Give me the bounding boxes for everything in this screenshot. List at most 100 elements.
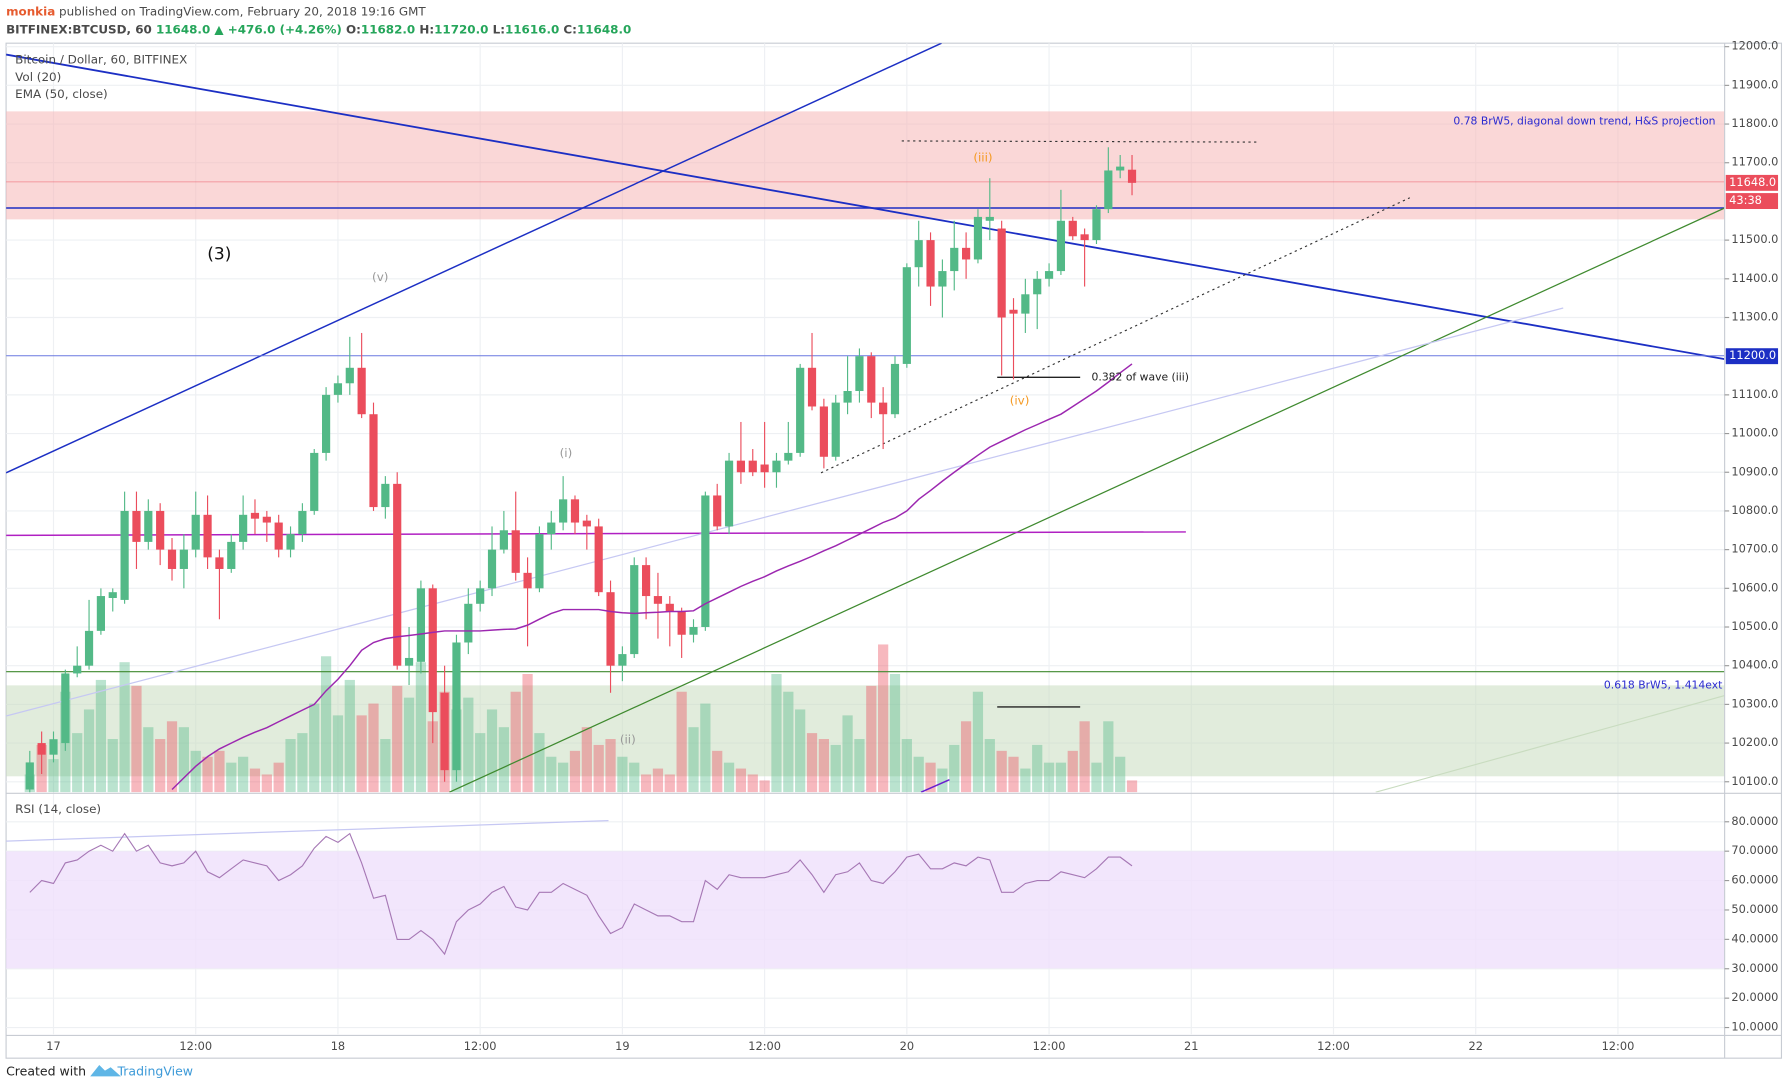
y-tick-label: 40.0000 [1731, 931, 1778, 945]
y-tick-label: 11900.0 [1731, 77, 1778, 91]
candle-body [784, 452, 793, 461]
ohlc-label: L: [493, 22, 505, 36]
volume-bar [617, 756, 628, 793]
footer-brand[interactable]: TradingView [116, 1063, 193, 1078]
trend-line [449, 207, 1725, 793]
candle-body [582, 520, 591, 527]
rsi-drawings [6, 820, 609, 842]
candle-body [1080, 234, 1089, 241]
volume-bar [427, 721, 438, 793]
candle-body [1116, 166, 1125, 171]
trend-line [6, 307, 1564, 717]
candle-body [1127, 169, 1137, 183]
candle-body [120, 510, 129, 600]
candle-body [962, 247, 971, 260]
candle-body [914, 240, 923, 268]
y-tick-label: 11400.0 [1731, 271, 1778, 285]
rsi-band [6, 851, 1725, 969]
volume-bar [309, 703, 320, 793]
volume-bar [925, 762, 936, 793]
candle-body [653, 596, 663, 604]
candle-body [831, 402, 840, 457]
candle-body [333, 383, 343, 395]
volume-bar [688, 727, 699, 793]
volume-bar [368, 703, 379, 793]
volume-bar [747, 774, 758, 793]
volume-bar [960, 721, 972, 793]
x-tick-label: 21 [1184, 1039, 1198, 1053]
candle-body [511, 530, 520, 573]
trend-line [6, 53, 1725, 361]
volume-bar [664, 774, 675, 793]
volume-bar [1079, 721, 1090, 793]
candle-body [760, 464, 769, 473]
y-tick-label: 11100.0 [1731, 387, 1778, 401]
candle-body [1033, 278, 1042, 295]
y-tick-label: 11000.0 [1731, 426, 1778, 440]
candle-body [156, 510, 165, 550]
candle-body [167, 549, 177, 569]
price-label-box [1725, 193, 1779, 210]
candle-body [262, 516, 271, 523]
volume-bar [486, 709, 498, 793]
candle-body [890, 363, 900, 415]
legend-title: Bitcoin / Dollar, 60, BITFINEX [15, 53, 187, 67]
dotted-line [901, 140, 1257, 143]
volume-bar [569, 750, 581, 793]
volume-bar [356, 715, 367, 793]
volume-bar [83, 709, 95, 793]
axes: 17 12:00 18 12:00 19 12:00 20 12:00 21 12:00 22 12:… [46, 39, 1778, 1053]
candle-body [61, 673, 70, 744]
candle-body [1056, 220, 1066, 272]
y-tick-label: 10.0000 [1731, 1020, 1778, 1034]
candle-body [191, 514, 200, 550]
author[interactable]: monkia [6, 4, 55, 18]
volume-bar [818, 739, 829, 793]
x-tick-label: 19 [615, 1039, 629, 1053]
candle-body [84, 630, 94, 666]
change: ▲ +476.0 (+4.26%) [214, 22, 341, 36]
candle-body [1044, 271, 1054, 279]
trend-line [1375, 695, 1725, 793]
ohlc-value: 11648.0 [577, 22, 631, 36]
candle-body [452, 642, 461, 771]
x-tick-label: 12:00 [1317, 1039, 1350, 1053]
annotation: (3) [207, 245, 231, 265]
candle-body [393, 483, 402, 666]
candle-body [570, 499, 580, 523]
candle-body [926, 240, 935, 287]
candle-body [250, 512, 260, 519]
y-tick-label: 11500.0 [1731, 232, 1778, 246]
published: published on TradingView.com, February 2… [59, 4, 426, 18]
candle-body [1068, 220, 1077, 237]
x-tick-label: 12:00 [1033, 1039, 1066, 1053]
candle-body [665, 603, 674, 612]
logo [90, 1064, 121, 1077]
price-label-box [1725, 174, 1779, 191]
y-tick-label: 11700.0 [1731, 155, 1778, 169]
annotation: (i) [560, 446, 573, 460]
y-tick-label: 10700.0 [1731, 542, 1778, 556]
volume-bar [712, 750, 723, 793]
volume-bar [937, 768, 948, 793]
y-tick-label: 10900.0 [1731, 464, 1778, 478]
volume-bar [522, 674, 533, 793]
volume-bar [771, 674, 782, 793]
y-tick-label: 30.0000 [1731, 961, 1778, 975]
volume-bar [723, 762, 735, 793]
support-zone [6, 685, 1725, 777]
volume-bar [475, 733, 486, 793]
volume-bar [605, 739, 616, 793]
candle-body [464, 603, 473, 643]
volume-bar [48, 759, 59, 793]
y-tick-label: 10500.0 [1731, 619, 1778, 633]
volume-bar [119, 662, 130, 793]
volume-bar [735, 768, 747, 793]
candle-body [108, 592, 117, 598]
candle-body [49, 739, 58, 755]
candle-body [630, 565, 639, 655]
volume-bar [1020, 768, 1031, 793]
volume-bar [261, 774, 272, 793]
candle-body [713, 495, 722, 527]
